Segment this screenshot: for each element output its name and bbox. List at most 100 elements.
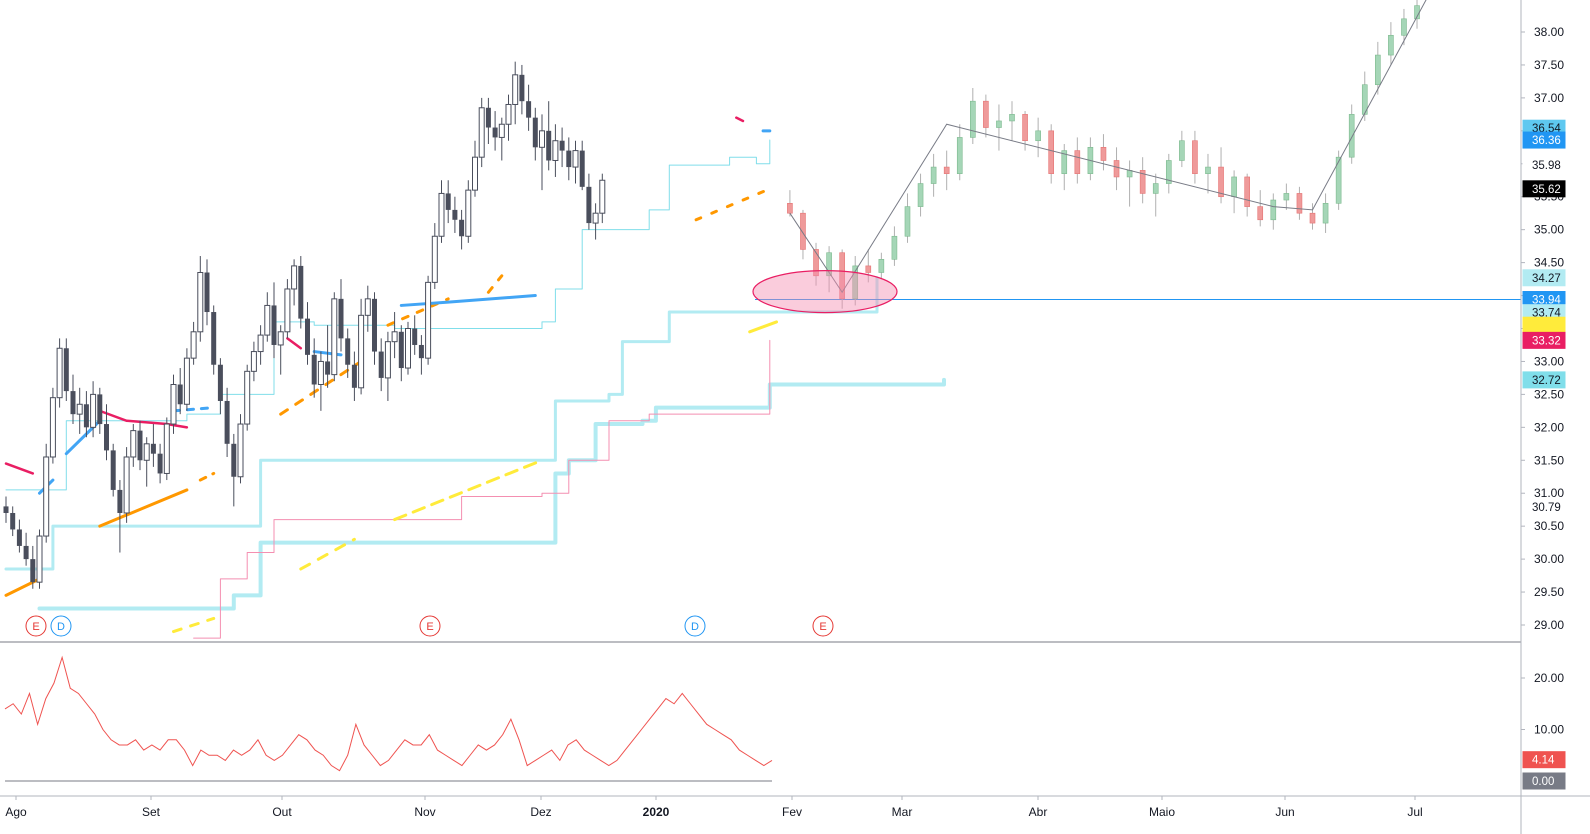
candle [372, 292, 377, 365]
projected-candle [1218, 147, 1224, 204]
date-tick-label: Abr [1029, 805, 1048, 819]
magenta-line-segment [4, 462, 35, 475]
event-marker[interactable]: D [684, 615, 706, 637]
projected-candle-body [1205, 166, 1211, 174]
projected-candle-body [1218, 166, 1224, 198]
event-marker[interactable]: E [25, 615, 47, 637]
event-marker[interactable]: E [812, 615, 834, 637]
price-tick-label: 31.00 [1534, 486, 1564, 500]
projected-candle [1309, 203, 1316, 230]
orange-line-segment [98, 488, 189, 528]
projected-candle [1401, 8, 1407, 46]
event-marker[interactable]: D [50, 615, 72, 637]
event-marker-label: D [57, 621, 65, 633]
price-tag[interactable]: 33.74 [1522, 304, 1566, 322]
projected-candle [983, 94, 989, 138]
candle [284, 279, 291, 339]
price-tick-label: 35.00 [1534, 223, 1564, 237]
candle-body [90, 393, 97, 428]
price-tag[interactable]: 36.36 [1522, 131, 1566, 149]
projected-candle-body [983, 100, 989, 128]
candle [384, 331, 391, 401]
oscillator-tag[interactable]: 4.14 [1522, 751, 1566, 769]
price-tag[interactable]: 32.72 [1522, 371, 1566, 389]
event-marker-circle[interactable] [25, 615, 47, 637]
candle-body [539, 130, 545, 148]
oscillator-pane[interactable] [4, 655, 773, 782]
projected-candle-body [1283, 193, 1290, 201]
projected-candle-body [1035, 130, 1041, 142]
candle [204, 259, 210, 326]
candle-body [592, 212, 599, 224]
price-tag[interactable]: 34.27 [1522, 269, 1566, 287]
highlight-ellipse[interactable] [752, 270, 898, 314]
candle-body [143, 443, 150, 461]
projected-candle [839, 249, 845, 309]
price-tag[interactable]: 35.98 [1522, 156, 1566, 174]
projected-candle [1165, 153, 1172, 194]
candle-body [163, 423, 170, 474]
candle [104, 404, 109, 461]
candle [532, 107, 538, 161]
projected-candle-body [813, 249, 819, 277]
candle [305, 302, 310, 365]
projected-candle-body [852, 265, 859, 300]
price-tag[interactable]: 33.94 [1522, 291, 1566, 309]
projected-candle [800, 209, 806, 260]
oscillator-tag-bg [1522, 772, 1566, 790]
projected-candle [1192, 130, 1198, 184]
projected-candle [996, 104, 1002, 151]
candle-body [183, 357, 190, 405]
candle-body [546, 130, 552, 161]
candle-body [70, 391, 76, 415]
event-marker-circle[interactable] [684, 615, 706, 637]
candle [244, 364, 251, 431]
candle [170, 374, 177, 434]
candle-body [237, 423, 244, 478]
price-tick-label: 30.50 [1534, 519, 1564, 533]
candle-body [231, 443, 237, 477]
price-axis[interactable]: 29.00 29.50 30.00 30.50 31.00 31.50 32.00 32.50… [1520, 0, 1566, 834]
candle-body [384, 341, 391, 379]
price-tick-label: 34.50 [1534, 256, 1564, 270]
candle-body [579, 150, 585, 187]
projected-candle [852, 256, 859, 306]
candle [257, 325, 264, 365]
candle [49, 387, 56, 464]
date-tick-label: Set [142, 805, 161, 819]
candle-body [76, 403, 83, 415]
candle [599, 173, 606, 224]
date-tick-label: Fev [782, 805, 802, 819]
projected-candle [1113, 147, 1120, 191]
event-marker-circle[interactable] [812, 615, 834, 637]
candle [163, 417, 170, 481]
candle [271, 282, 277, 359]
price-tag[interactable]: 33.32 [1522, 331, 1566, 349]
candle-body [257, 334, 264, 353]
price-tag[interactable]: 35.62 [1522, 180, 1566, 198]
candle-body [445, 193, 451, 210]
candle-body [431, 235, 438, 283]
projected-candle-body [1022, 114, 1028, 142]
candle [298, 256, 304, 329]
oscillator-tag[interactable]: 0.00 [1522, 772, 1566, 790]
candle-body [97, 394, 103, 425]
event-marker-circle[interactable] [50, 615, 72, 637]
date-tick-label: Out [272, 805, 292, 819]
candle [452, 196, 458, 233]
candle [143, 437, 150, 487]
candle [425, 275, 432, 365]
candle-body [23, 545, 29, 560]
price-tag[interactable] [1522, 316, 1566, 334]
date-axis[interactable]: Ago Set Out Nov Dez 2020 Fev Mar Abr Maio Jun Jul [0, 795, 1590, 819]
candle-body [351, 364, 357, 388]
price-tag[interactable]: 30.79 [1522, 498, 1566, 516]
senkou-span-a-line [4, 276, 879, 571]
event-marker-circle[interactable] [419, 615, 441, 637]
candle-body [505, 103, 512, 125]
event-marker[interactable]: E [419, 615, 441, 637]
candle [197, 256, 204, 342]
